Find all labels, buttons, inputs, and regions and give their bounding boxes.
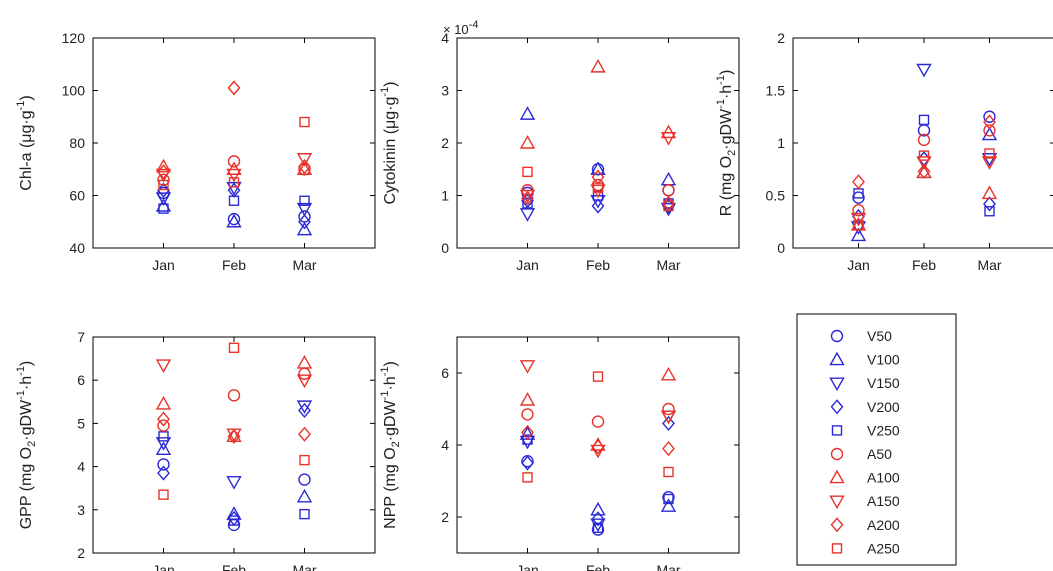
xtick-label: Mar	[656, 257, 680, 273]
ytick-label: 5	[77, 415, 85, 431]
legend-label: V100	[867, 352, 900, 368]
ytick-label: 4	[77, 459, 85, 475]
ytick-label: 0	[777, 240, 785, 256]
ytick-label: 2	[777, 30, 785, 46]
ytick-label: 120	[62, 30, 86, 46]
ytick-label: 6	[77, 372, 85, 388]
ylabel: Chl-a (μg·g-1)	[15, 95, 35, 190]
ytick-label: 1	[777, 135, 785, 151]
ytick-label: 3	[77, 502, 85, 518]
legend-label: A150	[867, 493, 900, 509]
legend-label: V250	[867, 422, 900, 438]
xtick-label: Jan	[152, 562, 175, 571]
xtick-label: Mar	[656, 562, 680, 571]
xtick-label: Jan	[516, 562, 539, 571]
chart-GPP: 2 3 4 5 6 7 Jan Feb Mar GPP (mg O2·gDW-1·h-1)	[15, 329, 375, 571]
ylabel: Cytokinin (μg·g-1)	[379, 81, 399, 204]
ytick-label: 1.5	[766, 83, 786, 99]
ytick-label: 0	[441, 240, 449, 256]
axis-exponent: × 10-4	[443, 19, 478, 37]
xtick-label: Jan	[152, 257, 175, 273]
chart-R: 0 0.5 1 1.5 2 Jan Feb Mar R (mg O2·gDW-1·h-1)	[715, 30, 1053, 273]
ytick-label: 4	[441, 437, 449, 453]
xtick-label: Feb	[586, 257, 610, 273]
chart-cytokinin: 01234Jan Feb Mar× 10-4Cytokinin (μg·g-1)	[379, 19, 739, 273]
ylabel: NPP (mg O2·gDW-1·h-1)	[379, 361, 402, 529]
ytick-label: 3	[441, 83, 449, 99]
ylabel: R (mg O2·gDW-1·h-1)	[715, 70, 738, 217]
axes-box-GPP	[93, 337, 375, 553]
chart-NPP: 2 4 6 Jan Feb Mar NPP (mg O2·gDW-1·h-1)	[379, 337, 739, 571]
legend-label: A50	[867, 446, 892, 462]
ylabel: GPP (mg O2·gDW-1·h-1)	[15, 361, 38, 530]
legend-label: V50	[867, 328, 892, 344]
xtick-label: Mar	[292, 562, 316, 571]
ytick-label: 2	[441, 135, 449, 151]
ytick-label: 100	[62, 83, 86, 99]
ytick-label: 1	[441, 188, 449, 204]
xtick-label: Mar	[292, 257, 316, 273]
legend-label: V150	[867, 375, 900, 391]
xtick-label: Mar	[977, 257, 1001, 273]
ytick-label: 7	[77, 329, 85, 345]
xtick-label: Jan	[847, 257, 870, 273]
xtick-label: Feb	[912, 257, 936, 273]
ytick-label: 60	[69, 188, 85, 204]
ytick-label: 0.5	[766, 188, 786, 204]
axes-box-R	[793, 38, 1053, 248]
ytick-label: 80	[69, 135, 85, 151]
xtick-label: Jan	[516, 257, 539, 273]
legend-label: A200	[867, 517, 900, 533]
ytick-label: 40	[69, 240, 85, 256]
legend-label: A100	[867, 470, 900, 486]
ytick-label: 2	[77, 545, 85, 561]
legend: V50 V100 V150 V200 V250 A50 A100 A150 A200 A250	[797, 314, 956, 565]
xtick-label: Feb	[222, 257, 246, 273]
ytick-label: 6	[441, 365, 449, 381]
legend-label: A250	[867, 540, 900, 556]
xtick-label: Feb	[586, 562, 610, 571]
chart-chla: 40 60 80 100 120 Jan Feb Mar Chl-a (μg·g-1)	[15, 30, 375, 273]
axes-box-cytokinin	[457, 38, 739, 248]
ytick-label: 2	[441, 509, 449, 525]
xtick-label: Feb	[222, 562, 246, 571]
legend-label: V200	[867, 399, 900, 415]
